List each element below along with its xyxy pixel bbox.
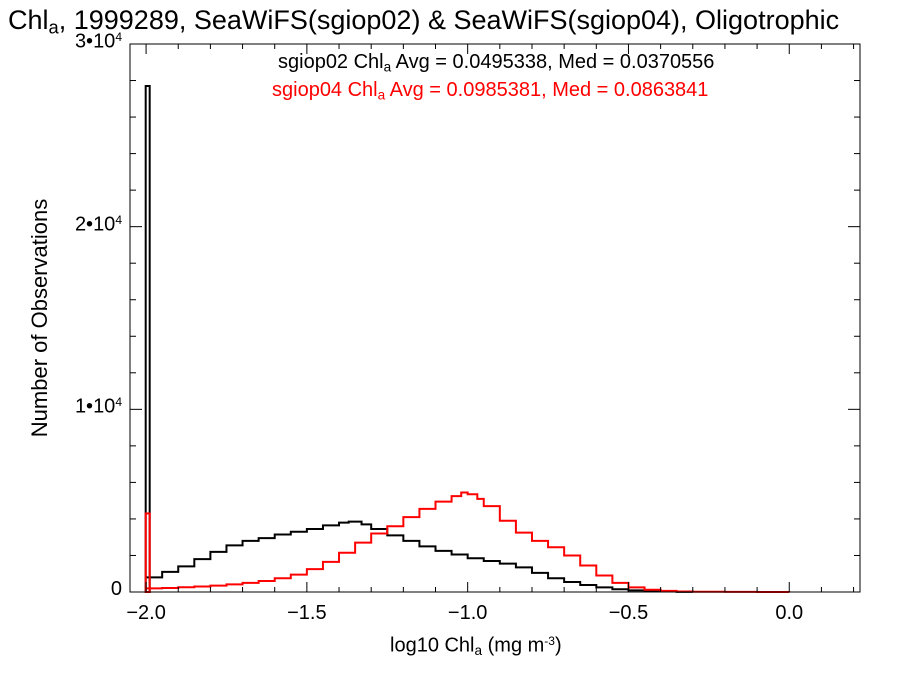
sgiop04-stats: sgiop04 Chla Avg = 0.0985381, Med = 0.08… — [272, 79, 709, 103]
x-tick-label: −1.0 — [447, 602, 488, 624]
sgiop04-histogram-line — [146, 491, 791, 593]
x-tick-label: −2.0 — [126, 602, 166, 624]
plot-frame — [129, 43, 861, 593]
sgiop02-stats: sgiop02 Chla Avg = 0.0495338, Med = 0.03… — [278, 51, 715, 75]
sgiop04-spike-bar — [144, 512, 151, 593]
x-tick-label: −0.5 — [608, 602, 649, 624]
x-tick-label: 0.0 — [775, 602, 804, 624]
sgiop02-histogram-line — [146, 520, 694, 593]
tick-layer — [130, 43, 860, 593]
y-tick-label: 1•104 — [74, 395, 122, 418]
chart-title: Chla, 1999289, SeaWiFS(sgiop02) & SeaWiF… — [8, 5, 840, 38]
y-axis-label: Number of Observations — [27, 198, 52, 438]
y-tick-label: 3•104 — [74, 30, 122, 53]
y-tick-label: 0 — [110, 578, 122, 600]
y-tick-label: 2•104 — [74, 212, 122, 236]
x-tick-label: −1.5 — [287, 602, 327, 624]
series-layer — [144, 85, 791, 593]
x-axis-label: log10 Chla (mg m-3) — [390, 634, 562, 658]
